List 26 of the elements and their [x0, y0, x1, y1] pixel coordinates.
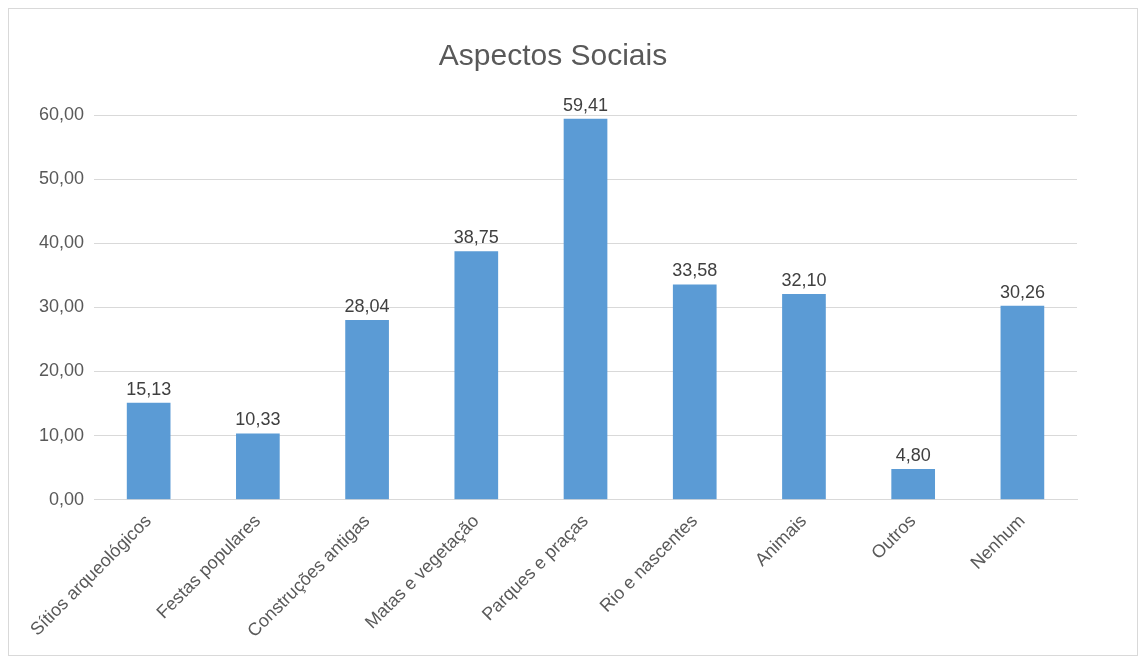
y-tick-label: 50,00	[39, 168, 85, 189]
data-label: 10,33	[235, 409, 281, 430]
data-label: 15,13	[126, 378, 172, 399]
y-tick-label: 40,00	[39, 232, 85, 253]
bar	[454, 251, 499, 500]
data-label: 30,26	[999, 281, 1045, 302]
bar	[672, 284, 717, 500]
y-tick-label: 20,00	[39, 360, 85, 381]
data-label: 38,75	[453, 227, 499, 248]
y-tick-label: 0,00	[49, 488, 85, 509]
data-label: 59,41	[563, 94, 609, 115]
bar	[126, 402, 171, 500]
bar	[563, 118, 608, 500]
y-tick-label: 60,00	[39, 103, 85, 124]
y-tick-label: 10,00	[39, 424, 85, 445]
bar	[236, 433, 280, 500]
bar	[345, 319, 389, 500]
data-label: 32,10	[781, 269, 827, 290]
bar	[782, 293, 826, 500]
chart-title: Aspectos Sociais	[438, 38, 668, 72]
data-label: 33,58	[672, 260, 718, 281]
data-label: 4,80	[895, 444, 931, 465]
data-label: 28,04	[344, 295, 390, 316]
bar	[891, 468, 936, 500]
y-tick-label: 30,00	[39, 296, 85, 317]
bar	[1000, 305, 1045, 500]
